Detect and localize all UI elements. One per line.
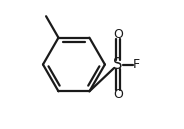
Text: O: O: [113, 28, 123, 41]
Text: O: O: [113, 88, 123, 101]
Text: S: S: [113, 57, 123, 72]
Text: F: F: [133, 58, 140, 71]
